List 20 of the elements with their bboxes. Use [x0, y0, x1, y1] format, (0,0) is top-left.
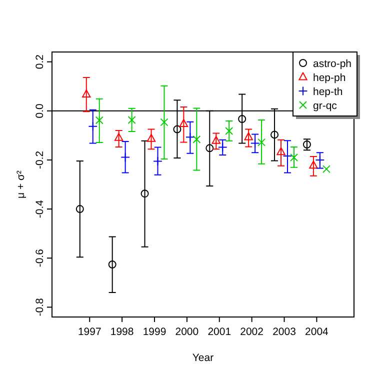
x-tick-label: 1997 — [78, 326, 102, 338]
x-tick-label: 2000 — [175, 326, 199, 338]
x-tick-label: 1999 — [142, 326, 166, 338]
y-tick-label: 0.0 — [34, 103, 46, 118]
legend-label: hep-ph — [313, 72, 346, 84]
legend-label: gr-qc — [313, 100, 337, 112]
y-tick-label: -0.6 — [34, 248, 46, 268]
x-axis-title: Year — [192, 352, 214, 364]
x-tick-label: 2004 — [305, 326, 329, 338]
x-tick-label: 2002 — [240, 326, 264, 338]
y-axis-title: μ + σ² — [15, 170, 27, 198]
y-tick-label: -0.2 — [34, 150, 46, 170]
y-tick-label: -0.4 — [34, 200, 46, 218]
y-tick-label: 0.2 — [34, 54, 46, 70]
legend-label: astro-ph — [313, 58, 352, 70]
x-tick-label: 2001 — [208, 326, 232, 338]
y-tick-label: -0.8 — [34, 298, 46, 316]
x-tick-label: 2003 — [272, 326, 296, 338]
x-tick-label: 1998 — [110, 326, 134, 338]
legend-label: hep-th — [313, 86, 343, 98]
